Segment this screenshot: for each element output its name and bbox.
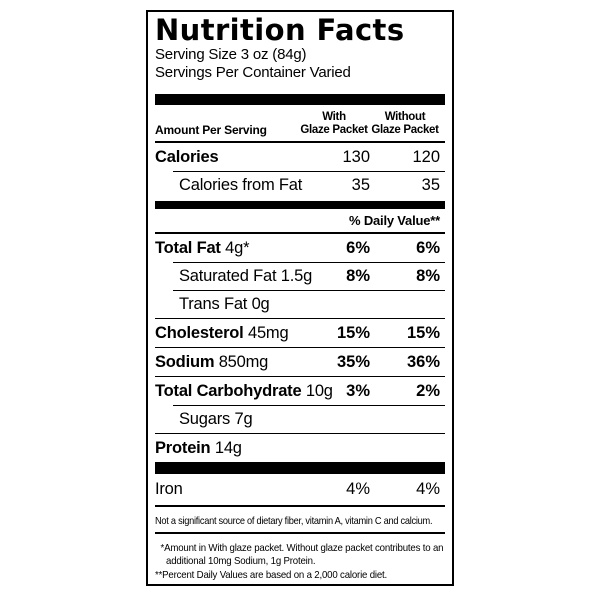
without-glaze-value: 2%: [416, 381, 440, 400]
without-glaze-line2: Glaze Packet: [371, 124, 439, 136]
nutrient-row: Trans Fat 0g: [155, 290, 445, 318]
without-glaze-value: 35: [421, 175, 440, 194]
without-glaze-value: 4%: [416, 480, 440, 498]
with-glaze-column-header: With Glaze Packet: [298, 111, 370, 137]
nutrient-amount: 10g: [301, 381, 333, 400]
section-bar: [155, 201, 445, 209]
nutrient-name: Calories: [155, 147, 219, 166]
nutrient-label: Sodium 850mg: [155, 353, 298, 372]
with-glaze-value: 4%: [346, 480, 370, 498]
nutrient-row: Total Carbohydrate 10g 3% 2%: [155, 376, 445, 405]
footnote: **Percent Daily Values are based on a 2,…: [155, 569, 445, 582]
nutrient-row: Calories 130 120: [155, 143, 445, 171]
nutrient-name: Total Carbohydrate: [155, 381, 302, 400]
nutrient-label: Iron: [155, 480, 298, 499]
nutrient-label: Cholesterol 45mg: [155, 324, 298, 343]
without-glaze-value: 120: [412, 147, 440, 166]
with-glaze-line1: With: [322, 111, 346, 123]
footnote-line: *Amount in With glaze packet. Without gl…: [160, 542, 444, 554]
nutrient-amount: 14g: [210, 438, 242, 457]
minerals-divider: [155, 505, 445, 507]
with-glaze-value: 6%: [346, 238, 370, 257]
nutrient-row: Sodium 850mg 35% 36%: [155, 347, 445, 376]
nutrient-amount: Calories from Fat: [179, 175, 303, 194]
nutrient-row: Protein 14g: [155, 433, 445, 462]
minerals-section: Iron 4% 4%: [155, 474, 445, 505]
nutrient-amount: Trans Fat 0g: [179, 294, 270, 313]
column-header-row: Amount Per Serving With Glaze Packet Wit…: [155, 105, 445, 141]
footnote-line: **Percent Daily Values are based on a 2,…: [155, 569, 388, 581]
section-bar: [155, 94, 445, 105]
nutrient-label: Total Carbohydrate 10g: [155, 381, 333, 401]
nutrient-row: Cholesterol 45mg 15% 15%: [155, 318, 445, 347]
nutrient-row: Sugars 7g: [155, 405, 445, 433]
nutrient-label: Sugars 7g: [155, 410, 298, 429]
nutrient-amount: Sugars 7g: [179, 409, 253, 428]
without-glaze-value: 6%: [416, 238, 440, 257]
nutrient-row: Iron 4% 4%: [155, 474, 445, 505]
footnotes: *Amount in With glaze packet. Without gl…: [155, 542, 445, 583]
nutrient-name: Protein: [155, 438, 211, 457]
daily-value-divider: [155, 232, 445, 234]
nutrient-name: Cholesterol: [155, 323, 244, 342]
with-glaze-value: 15%: [336, 323, 370, 342]
nutrients-section: Total Fat 4g* 6% 6% Saturated Fat 1.5g 8% 8% T…: [155, 234, 445, 462]
nutrient-label: Calories: [155, 148, 298, 167]
daily-value-heading: % Daily Value**: [349, 213, 440, 228]
footnote-line: additional 10mg Sodium, 1g Protein.: [166, 555, 316, 567]
without-glaze-value: 8%: [416, 266, 440, 285]
with-glaze-line2: Glaze Packet: [300, 124, 368, 136]
nutrient-label: Protein 14g: [155, 439, 298, 458]
nutrient-amount: 4g*: [220, 238, 250, 257]
nutrient-label: Trans Fat 0g: [155, 295, 298, 314]
nutrient-amount: 45mg: [243, 323, 289, 342]
insignificant-nutrients-note: Not a significant source of dietary fibe…: [155, 507, 445, 534]
nutrient-name: Sodium: [155, 352, 215, 371]
servings-per-container: Servings Per Container Varied: [155, 64, 351, 81]
with-glaze-value: 3%: [346, 381, 370, 400]
footnote: *Amount in With glaze packet. Without gl…: [155, 542, 445, 568]
nutrient-label: Saturated Fat 1.5g: [155, 267, 312, 286]
with-glaze-value: 130: [342, 147, 370, 166]
nutrient-row: Saturated Fat 1.5g 8% 8%: [155, 262, 445, 290]
header-divider: [155, 141, 445, 143]
calories-section: Calories 130 120 Calories from Fat 35 35: [155, 143, 445, 199]
nutrient-label: Total Fat 4g*: [155, 239, 298, 258]
nutrient-label: Calories from Fat: [155, 176, 302, 195]
nutrition-facts-label: Nutrition Facts Serving Size 3 oz (84g) …: [146, 10, 454, 586]
nutrient-amount: 850mg: [214, 352, 269, 371]
nutrient-amount: Saturated Fat 1.5g: [179, 266, 313, 285]
without-glaze-value: 36%: [406, 352, 440, 371]
nutrient-row: Calories from Fat 35 35: [155, 171, 445, 199]
nutrient-name: Total Fat: [155, 238, 221, 257]
serving-size: Serving Size 3 oz (84g): [155, 46, 307, 63]
nutrient-amount: Iron: [155, 480, 183, 498]
with-glaze-value: 35: [351, 175, 370, 194]
label-title: Nutrition Facts: [155, 13, 405, 47]
with-glaze-value: 35%: [336, 352, 370, 371]
without-glaze-column-header: Without Glaze Packet: [370, 111, 445, 137]
without-glaze-value: 15%: [406, 323, 440, 342]
nutrient-row: Total Fat 4g* 6% 6%: [155, 234, 445, 262]
section-bar: [155, 462, 445, 474]
amount-per-serving-header: Amount Per Serving: [155, 123, 267, 137]
with-glaze-value: 8%: [346, 266, 370, 285]
without-glaze-line1: Without: [384, 111, 426, 123]
insignificant-nutrients-text: Not a significant source of dietary fibe…: [155, 515, 433, 527]
